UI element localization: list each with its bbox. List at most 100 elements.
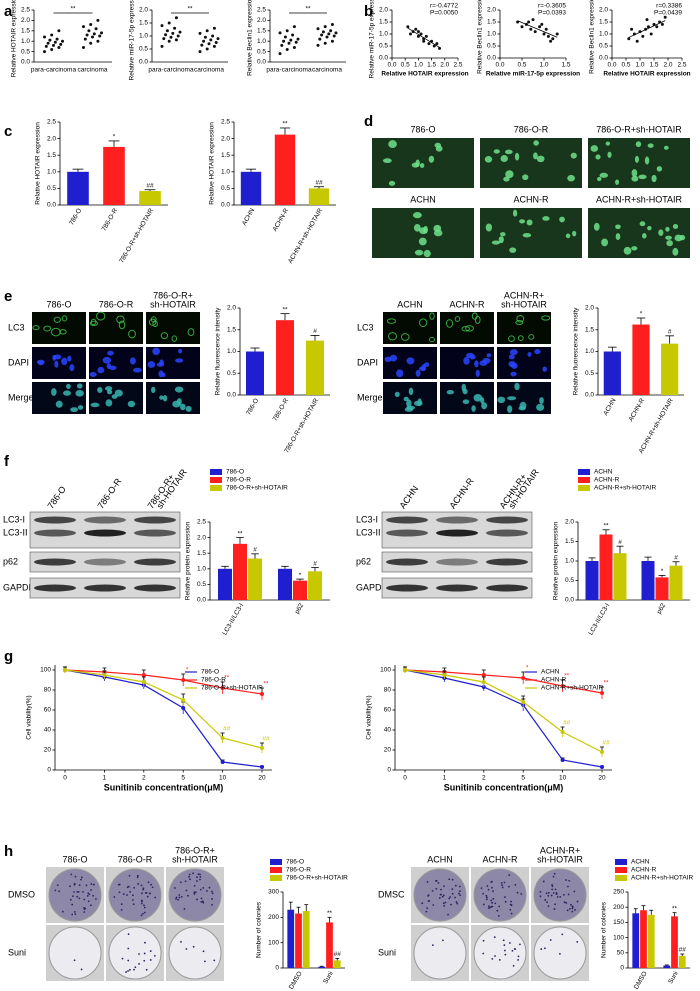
band: [134, 584, 176, 592]
colony: [196, 898, 198, 901]
micrograph: [89, 312, 143, 344]
y-tick-label: 0.5: [257, 48, 266, 55]
panel-letter: b: [364, 3, 373, 20]
cell: [52, 354, 57, 361]
cell: [32, 325, 40, 331]
dot: [283, 35, 287, 39]
line: [404, 669, 603, 768]
y-tick-label: 1.0: [599, 31, 608, 38]
dot: [85, 33, 89, 37]
y-tick-label: 50: [617, 950, 625, 957]
cell: [473, 394, 483, 402]
image-label: 786-O: [410, 124, 435, 134]
x-tick-label: 20: [258, 775, 266, 782]
y-axis-label: Relative protein expression: [553, 521, 560, 600]
colony: [133, 968, 135, 971]
cell: [500, 232, 506, 237]
cell: [69, 364, 75, 372]
dot: [167, 39, 171, 43]
colony: [118, 891, 121, 894]
colony: [573, 890, 576, 893]
cell: [533, 140, 539, 146]
fit-line: [407, 27, 440, 48]
point: [406, 25, 410, 29]
dot: [50, 33, 54, 37]
colony: [126, 894, 128, 896]
colony: [149, 892, 151, 895]
y-tick-label: 2.0: [227, 305, 236, 312]
image-label: ACHN-R+sh-HOTAIR: [596, 194, 683, 204]
dot: [160, 44, 164, 48]
y-tick-label: 20: [384, 747, 392, 754]
legend-label: 786-O-R+sh-HOTAIR: [286, 875, 348, 882]
cell: [635, 141, 642, 148]
colony: [510, 900, 513, 903]
bar: [293, 580, 307, 600]
dot: [211, 34, 215, 38]
annotation: **: [564, 673, 570, 680]
cell: [515, 319, 524, 326]
colony: [542, 880, 545, 883]
x-tick-label: carcinoma: [312, 67, 342, 74]
colony: [71, 903, 74, 906]
x-tick-label: 0: [63, 775, 67, 782]
point: [432, 44, 436, 48]
colony: [565, 879, 567, 881]
dot: [334, 31, 338, 35]
y-tick-label: 0.0: [379, 55, 388, 62]
x-tick-label: 1.0: [539, 62, 548, 69]
x-tick-label: 0.5: [517, 62, 526, 69]
colony: [144, 941, 146, 944]
y-tick-label: 1.0: [487, 31, 496, 38]
point: [555, 32, 559, 36]
colony: [490, 899, 493, 902]
colony: [196, 880, 198, 882]
marker: [521, 700, 526, 704]
x-tick-label: 0.0: [607, 62, 616, 69]
dot: [91, 35, 94, 39]
y-tick-label: 0.0: [257, 59, 266, 66]
cell: [159, 359, 164, 366]
dot: [100, 31, 103, 35]
y-tick-label: 1.0: [585, 348, 594, 355]
y-tick-label: 0.5: [139, 46, 148, 53]
x-tick-label: 10: [559, 775, 567, 782]
cell: [406, 399, 412, 408]
legend-swatch: [210, 485, 222, 491]
cell: [408, 387, 414, 396]
x-tick-label: carcinoma: [194, 67, 224, 74]
cell: [428, 155, 435, 163]
dot: [292, 25, 296, 29]
colony: [128, 874, 131, 877]
bar: [308, 188, 330, 205]
y-tick-label: 2.0: [487, 7, 496, 14]
cell: [147, 361, 156, 368]
colony: [574, 909, 576, 911]
colony: [456, 902, 459, 905]
colony: [551, 885, 554, 888]
y-tick-label: 100: [268, 939, 279, 946]
colony: [183, 908, 186, 910]
y-tick-label: 2.0: [599, 7, 608, 14]
dot: [205, 29, 209, 33]
colony: [146, 895, 149, 898]
dot: [316, 43, 320, 47]
colony: [459, 894, 461, 897]
bar: [67, 171, 89, 205]
point: [635, 39, 639, 43]
band: [436, 558, 478, 566]
line: [64, 669, 263, 749]
colony: [149, 950, 152, 952]
legend-swatch: [578, 477, 590, 483]
dot: [327, 32, 331, 36]
legend-label: 786-O-R+sh-HOTAIR: [201, 685, 263, 692]
dot: [205, 47, 209, 51]
y-tick-label: 2.0: [565, 519, 574, 526]
legend-swatch: [578, 469, 590, 475]
colony: [514, 883, 517, 886]
x-tick-label: 20: [598, 775, 606, 782]
column-label: sh-HOTAIR: [150, 299, 196, 309]
cell: [418, 366, 427, 371]
row-label: DAPI: [8, 357, 29, 367]
x-tick-label: ACHN-R: [628, 397, 647, 423]
